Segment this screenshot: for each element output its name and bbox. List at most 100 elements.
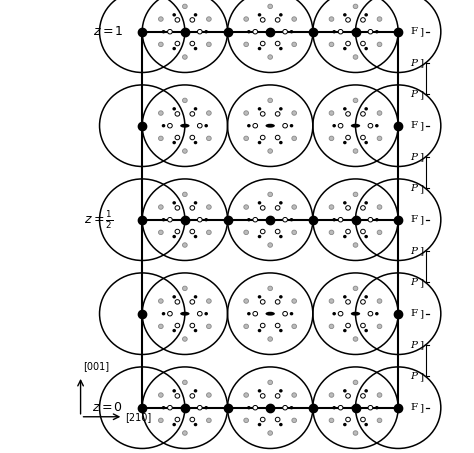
Ellipse shape [180, 312, 190, 316]
Circle shape [329, 299, 334, 303]
Text: [210]: [210] [126, 412, 152, 422]
Circle shape [275, 41, 280, 46]
Circle shape [162, 218, 165, 222]
Circle shape [207, 299, 211, 303]
Circle shape [368, 312, 373, 316]
Circle shape [377, 17, 382, 21]
Circle shape [190, 41, 195, 46]
Circle shape [279, 141, 283, 145]
Text: ]: ] [419, 58, 424, 67]
Circle shape [283, 124, 287, 128]
Circle shape [260, 229, 265, 234]
Circle shape [361, 206, 365, 210]
Text: ]: ] [419, 153, 424, 162]
Circle shape [173, 235, 176, 238]
Circle shape [283, 405, 287, 410]
Circle shape [194, 423, 197, 426]
Circle shape [353, 337, 358, 341]
Ellipse shape [351, 406, 360, 410]
Circle shape [190, 394, 195, 398]
Ellipse shape [180, 406, 190, 410]
Circle shape [365, 141, 368, 145]
Circle shape [173, 389, 176, 393]
Text: ]: ] [419, 215, 424, 224]
Circle shape [175, 135, 180, 140]
Circle shape [292, 299, 297, 303]
Circle shape [361, 417, 365, 422]
Circle shape [260, 135, 265, 140]
Circle shape [244, 205, 248, 209]
Text: ]: ] [419, 90, 424, 99]
Circle shape [365, 235, 368, 238]
Circle shape [292, 111, 297, 115]
Circle shape [194, 13, 197, 17]
Circle shape [343, 235, 346, 238]
Text: F: F [410, 403, 417, 412]
Circle shape [268, 192, 273, 197]
Circle shape [244, 42, 248, 47]
Circle shape [258, 423, 261, 426]
Circle shape [247, 30, 251, 34]
Circle shape [175, 206, 180, 210]
Circle shape [377, 205, 382, 209]
Circle shape [247, 406, 251, 410]
Circle shape [247, 312, 251, 315]
Circle shape [338, 312, 343, 316]
Circle shape [175, 111, 180, 116]
Circle shape [365, 295, 368, 299]
Text: ]: ] [419, 341, 424, 350]
Circle shape [253, 124, 257, 128]
Text: ]: ] [419, 246, 424, 255]
Circle shape [175, 41, 180, 46]
Ellipse shape [180, 124, 190, 128]
Circle shape [158, 17, 163, 21]
Circle shape [346, 323, 350, 328]
Circle shape [329, 230, 334, 235]
Circle shape [175, 18, 180, 22]
Circle shape [377, 393, 382, 397]
Circle shape [346, 229, 350, 234]
Circle shape [204, 218, 208, 222]
Circle shape [353, 192, 358, 197]
Circle shape [343, 329, 346, 333]
Circle shape [353, 98, 358, 103]
Ellipse shape [180, 30, 190, 34]
Circle shape [365, 107, 368, 111]
Circle shape [275, 135, 280, 140]
Ellipse shape [351, 124, 360, 128]
Circle shape [338, 29, 343, 34]
Circle shape [368, 124, 373, 128]
Circle shape [279, 295, 283, 299]
Circle shape [292, 393, 297, 397]
Circle shape [175, 394, 180, 398]
Circle shape [343, 295, 346, 299]
Circle shape [353, 431, 358, 435]
Circle shape [375, 312, 379, 315]
Circle shape [253, 217, 257, 222]
Circle shape [365, 47, 368, 50]
Circle shape [346, 18, 350, 22]
Text: P: P [410, 341, 417, 350]
Circle shape [346, 135, 350, 140]
Circle shape [275, 206, 280, 210]
Circle shape [279, 107, 283, 111]
Circle shape [207, 42, 211, 47]
Text: P: P [410, 153, 417, 162]
Ellipse shape [351, 312, 360, 316]
Text: $z = \frac{1}{2}$: $z = \frac{1}{2}$ [84, 209, 114, 231]
Circle shape [162, 406, 165, 410]
Circle shape [190, 18, 195, 22]
Circle shape [329, 393, 334, 397]
Circle shape [173, 47, 176, 50]
Circle shape [244, 299, 248, 303]
Circle shape [275, 18, 280, 22]
Circle shape [194, 295, 197, 299]
Circle shape [275, 323, 280, 328]
Circle shape [182, 286, 187, 291]
Circle shape [162, 30, 165, 34]
Circle shape [194, 201, 197, 205]
Circle shape [207, 17, 211, 21]
Circle shape [375, 30, 379, 34]
Circle shape [368, 217, 373, 222]
Circle shape [168, 217, 172, 222]
